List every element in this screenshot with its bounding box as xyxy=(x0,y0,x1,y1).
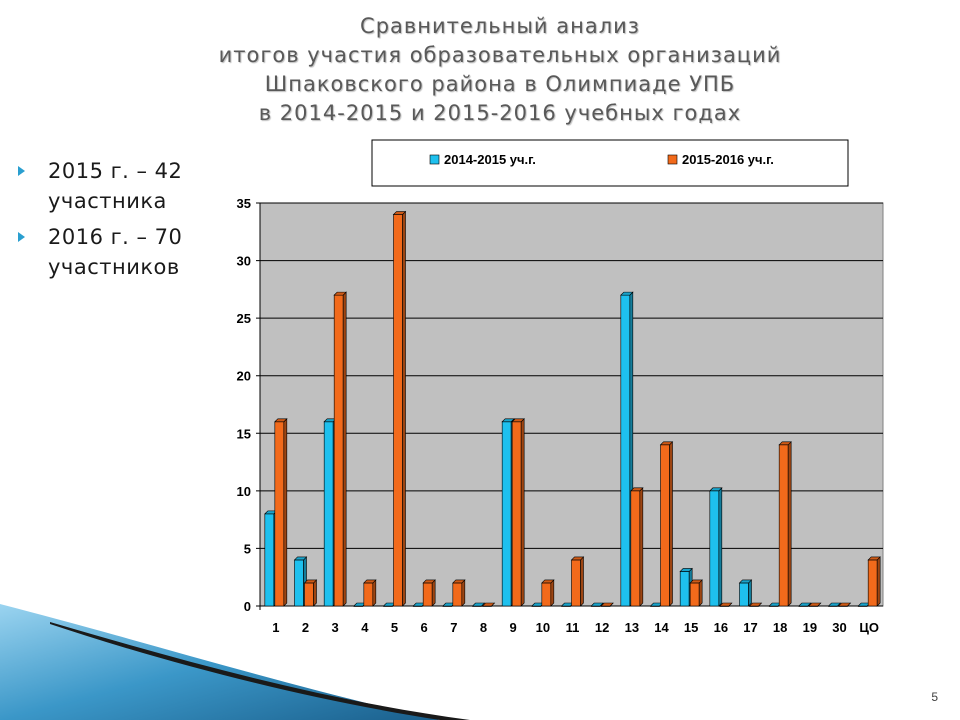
bar-series-2015-2016 xyxy=(570,556,585,607)
bullet-arrow-icon xyxy=(18,232,25,242)
bullet-item: 2015 г. – 42 участника xyxy=(18,156,218,216)
x-tick-label: 15 xyxy=(684,620,698,635)
bar-series-2015-2016 xyxy=(422,579,436,607)
x-tick-label: 11 xyxy=(566,620,580,635)
title-line: Шпаковского района в Олимпиаде УПБ xyxy=(264,72,736,96)
x-tick-label: 30 xyxy=(832,620,846,635)
y-tick-label: 35 xyxy=(237,196,251,211)
bar-series-2015-2016 xyxy=(808,602,822,607)
bar-series-2014-2015 xyxy=(827,602,842,607)
bar-series-2014-2015 xyxy=(798,602,812,607)
bar-series-2015-2016 xyxy=(392,210,407,607)
y-tick-label: 15 xyxy=(237,426,251,441)
bar-series-2015-2016 xyxy=(333,291,347,607)
bullet-text: участников xyxy=(48,255,180,279)
bar-series-2015-2016 xyxy=(659,441,674,607)
x-tick-label: 9 xyxy=(510,620,517,635)
x-tick-label: 3 xyxy=(332,620,339,635)
x-tick-label: 12 xyxy=(595,620,609,635)
title-line: в 2014-2015 и 2015-2016 учебных годах xyxy=(258,101,742,125)
x-tick-label: 19 xyxy=(803,620,817,635)
y-tick-label: 20 xyxy=(237,369,251,384)
bullet-arrow-icon xyxy=(18,166,25,176)
x-tick-label: 14 xyxy=(654,620,669,635)
y-tick-label: 30 xyxy=(237,254,251,269)
bar-series-2014-2015 xyxy=(560,602,575,607)
x-tick-label: 5 xyxy=(391,620,398,635)
legend-label: 2014-2015 уч.г. xyxy=(444,152,536,167)
x-tick-label: 4 xyxy=(361,620,369,635)
y-tick-label: 10 xyxy=(237,484,251,499)
x-tick-label: 16 xyxy=(714,620,728,635)
legend-box xyxy=(371,139,849,187)
bar-series-2015-2016 xyxy=(452,579,466,607)
bullet-text: участника xyxy=(48,189,167,213)
bar-series-2015-2016 xyxy=(303,579,318,607)
y-tick-label: 0 xyxy=(244,599,251,614)
bullet-text: 2016 г. – 70 xyxy=(48,225,183,249)
bar-series-2014-2015 xyxy=(471,602,486,607)
y-tick-label: 25 xyxy=(237,311,251,326)
bar-series-2015-2016 xyxy=(363,579,377,607)
x-tick-label: 8 xyxy=(480,620,487,635)
bar-series-2015-2016 xyxy=(719,602,733,607)
bar-series-2014-2015 xyxy=(709,487,723,607)
page-number: 5 xyxy=(931,690,938,704)
x-tick-label: 10 xyxy=(536,620,550,635)
x-tick-label: 13 xyxy=(625,620,639,635)
bar-series-2015-2016 xyxy=(748,602,763,607)
bar-series-2015-2016 xyxy=(511,418,525,607)
bar-series-2015-2016 xyxy=(689,579,703,607)
x-tick-label: 1 xyxy=(272,620,279,635)
bar-series-2015-2016 xyxy=(630,487,644,607)
x-tick-label: 6 xyxy=(421,620,428,635)
bar-series-2015-2016 xyxy=(837,602,852,607)
blue-wave-shape xyxy=(0,604,440,720)
title-line: Сравнительный анализ xyxy=(360,14,640,38)
bar-series-2015-2016 xyxy=(481,602,496,607)
bullet-item: 2016 г. – 70 участников xyxy=(18,222,218,282)
bar-series-2014-2015 xyxy=(590,602,604,607)
title-line: итогов участия образовательных организац… xyxy=(218,43,782,67)
bar-series-2015-2016 xyxy=(778,441,792,607)
bar-series-2015-2016 xyxy=(600,602,614,607)
bullet-list: 2015 г. – 42 участника 2016 г. – 70 учас… xyxy=(18,156,218,288)
x-tick-label: 2 xyxy=(302,620,309,635)
legend-swatch xyxy=(667,154,678,165)
x-tick-label: 18 xyxy=(773,620,787,635)
bar-series-2015-2016 xyxy=(541,579,555,607)
legend-label: 2015-2016 уч.г. xyxy=(682,152,774,167)
bullet-text: 2015 г. – 42 xyxy=(48,159,183,183)
slide-title: Сравнительный анализ итогов участия обра… xyxy=(140,12,860,128)
x-tick-label: ЦО xyxy=(859,620,879,635)
legend-swatch xyxy=(429,154,440,165)
y-tick-label: 5 xyxy=(244,541,251,556)
bar-series-2014-2015 xyxy=(738,579,753,607)
bar-series-2015-2016 xyxy=(867,556,881,607)
bar-series-2015-2016 xyxy=(274,418,288,607)
x-tick-label: 17 xyxy=(743,620,757,635)
x-tick-label: 7 xyxy=(450,620,457,635)
